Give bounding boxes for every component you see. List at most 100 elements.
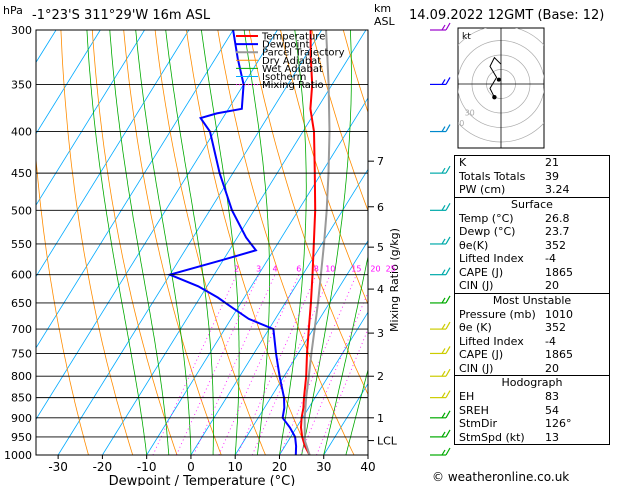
wind-barb-flag bbox=[445, 321, 451, 330]
index-label: Lifted Index bbox=[459, 252, 524, 265]
dry-adiabat-line bbox=[123, 30, 222, 455]
top-indices: K 21 Totals Totals 39 PW (cm) 3.24 bbox=[455, 156, 609, 197]
wind-barb-flag bbox=[441, 205, 446, 211]
pressure-tick-label: 1000 bbox=[4, 449, 32, 462]
index-value: 126° bbox=[545, 417, 572, 430]
wind-barb bbox=[430, 321, 451, 330]
wind-barb-flag bbox=[441, 269, 446, 275]
surface-section: Surface Temp (°C) 26.8 Dewp (°C) 23.7 θe(K… bbox=[455, 196, 609, 293]
wind-barb bbox=[430, 77, 451, 86]
index-value: 20 bbox=[545, 279, 559, 292]
isotherm-line bbox=[234, 240, 368, 455]
x-tick-label: 0 bbox=[187, 460, 195, 474]
index-label: CAPE (J) bbox=[459, 348, 504, 361]
wind-barb-flag bbox=[441, 323, 446, 330]
km-tick-label: LCL bbox=[377, 435, 398, 448]
index-row: CAPE (J) 1865 bbox=[455, 266, 609, 280]
mixing-ratio-axis-label: Mixing Ratio (g/kg) bbox=[388, 228, 401, 332]
isotherm-line bbox=[102, 30, 367, 455]
x-tick-label: 30 bbox=[316, 460, 331, 474]
legend-entry: Temperature bbox=[261, 32, 325, 43]
pressure-tick-label: 850 bbox=[11, 392, 32, 405]
wind-barb bbox=[430, 295, 451, 304]
index-row: StmSpd (kt) 13 bbox=[455, 431, 609, 445]
dry-adiabat-line bbox=[60, 30, 134, 455]
wind-barb-flag bbox=[445, 346, 451, 354]
index-value: 54 bbox=[545, 403, 559, 417]
wind-barb-flag bbox=[441, 348, 446, 354]
index-label: CIN (J) bbox=[459, 279, 494, 292]
mixing-ratio-line bbox=[176, 274, 260, 455]
wind-barb-flag bbox=[445, 165, 451, 174]
section-title: Hodograph bbox=[501, 376, 563, 389]
most-unstable-section: Most Unstable Pressure (mb) 1010 θe (K) 35… bbox=[455, 292, 609, 376]
mixing-ratio-label: 3 bbox=[256, 265, 261, 274]
index-label: CIN (J) bbox=[459, 361, 494, 375]
index-row: StmDir 126° bbox=[455, 417, 609, 431]
index-row: Temp (°C) 26.8 bbox=[455, 212, 609, 226]
isotherm-line bbox=[36, 30, 234, 349]
km-tick-label: 1 bbox=[377, 412, 384, 425]
datetime-label: 14.09.2022 12GMT (Base: 12) bbox=[409, 8, 605, 23]
index-row: CAPE (J) 1865 bbox=[455, 348, 609, 362]
km-tick-label: 6 bbox=[377, 201, 384, 214]
isotherm-line bbox=[36, 30, 101, 135]
index-label: Temp (°C) bbox=[459, 211, 514, 225]
hodograph-ring-label: 40 bbox=[454, 119, 464, 128]
pressure-tick-label: 550 bbox=[11, 238, 32, 251]
index-row: θe(K) 352 bbox=[455, 239, 609, 253]
index-value: -4 bbox=[545, 334, 556, 348]
x-tick-label: 20 bbox=[272, 460, 287, 474]
index-label: K bbox=[459, 156, 467, 169]
index-row: Dewp (°C) 23.7 bbox=[455, 225, 609, 239]
series-parcel-trajectory-line bbox=[303, 30, 331, 455]
mixing-ratio-label: 20 bbox=[370, 265, 380, 274]
wind-barb-flag bbox=[441, 431, 446, 438]
isotherm-line bbox=[190, 168, 368, 455]
wind-barb-flag bbox=[441, 126, 446, 132]
pressure-tick-label: 650 bbox=[11, 297, 32, 310]
hodograph-section: Hodograph EH 83 SREH 54 StmDir 126° StmSpd … bbox=[455, 375, 609, 444]
dry-adiabat-line bbox=[36, 154, 89, 455]
index-row: SREH 54 bbox=[455, 404, 609, 418]
wind-barb bbox=[430, 165, 451, 174]
section-title: Most Unstable bbox=[492, 293, 572, 307]
mixing-ratio-label: 6 bbox=[296, 265, 301, 274]
index-label: Dewp (°C) bbox=[459, 225, 516, 238]
legend-entry: Wet Adiabat bbox=[262, 64, 323, 75]
index-value: 3.24 bbox=[545, 183, 570, 196]
series-temperature-line bbox=[299, 30, 317, 455]
dry-adiabat-line bbox=[626, 30, 629, 455]
pressure-tick-label: 500 bbox=[11, 204, 32, 217]
index-label: θe (K) bbox=[459, 321, 492, 334]
dry-adiabat-line bbox=[186, 30, 311, 455]
isotherm-line bbox=[36, 30, 145, 206]
hodograph-ring-label: 30 bbox=[465, 108, 475, 117]
index-label: SREH bbox=[459, 403, 489, 417]
index-value: 1865 bbox=[545, 348, 573, 361]
index-label: StmDir bbox=[459, 417, 498, 430]
index-label: Lifted Index bbox=[459, 334, 524, 348]
km-unit-label: km ASL bbox=[374, 2, 395, 28]
index-row: θe (K) 352 bbox=[455, 321, 609, 335]
wind-barb-flag bbox=[441, 412, 446, 419]
wind-barb-flag bbox=[445, 203, 451, 211]
wind-barb-flag bbox=[445, 295, 451, 304]
wind-barb-flag bbox=[445, 267, 451, 275]
wind-barb-flag bbox=[441, 167, 446, 174]
index-row: CIN (J) 20 bbox=[455, 362, 609, 376]
wind-barb-flag bbox=[441, 370, 446, 377]
index-value: 1865 bbox=[545, 265, 573, 279]
x-tick-label: 10 bbox=[228, 460, 243, 474]
wind-barb-flag bbox=[445, 390, 451, 398]
km-tick-label: 7 bbox=[377, 155, 384, 168]
wind-barb bbox=[430, 124, 451, 133]
index-label: StmSpd (kt) bbox=[459, 430, 525, 444]
legend-entry: Isotherm bbox=[262, 72, 306, 83]
pressure-tick-label: 300 bbox=[11, 24, 32, 37]
x-tick-label: 40 bbox=[360, 460, 375, 474]
wind-barb-flag bbox=[445, 77, 451, 85]
isotherm-line bbox=[36, 30, 278, 421]
